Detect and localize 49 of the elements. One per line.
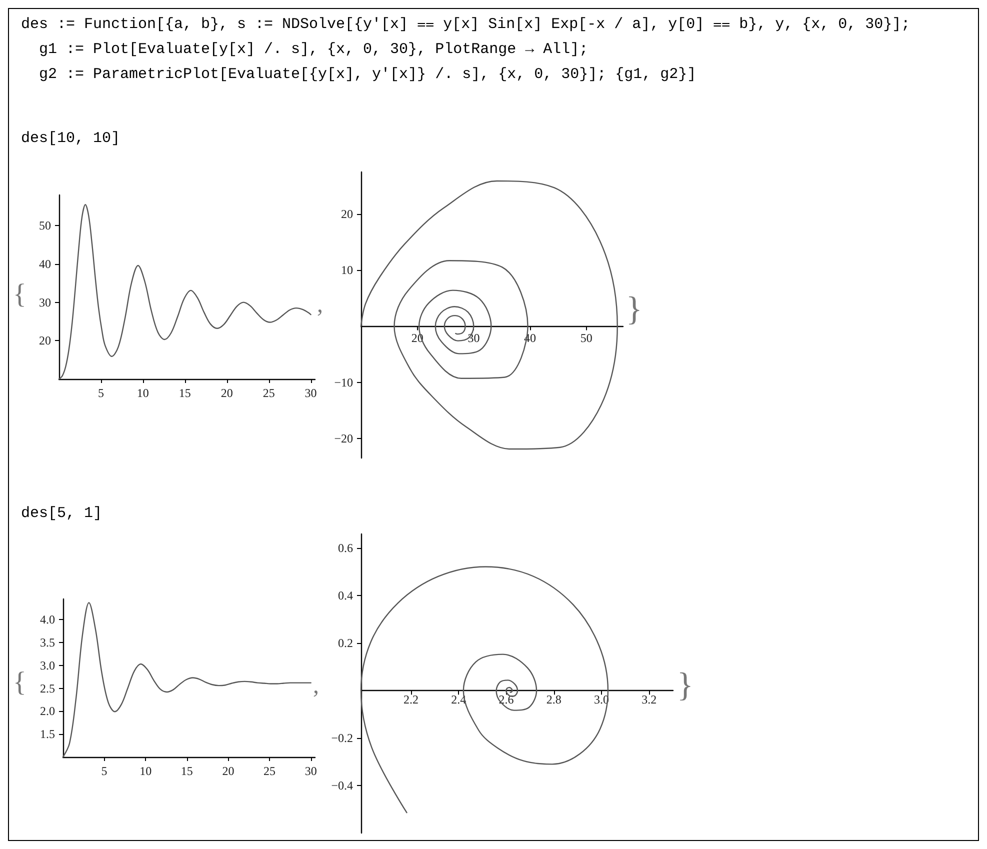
y-tick-label: 40 xyxy=(39,257,51,271)
y-tick-label: 50 xyxy=(39,218,51,233)
y-tick-label: 4.0 xyxy=(40,612,55,627)
y-tick-label: 3.0 xyxy=(40,658,55,672)
text: { xyxy=(13,667,26,698)
y-tick-label: 0.6 xyxy=(338,541,353,556)
x-tick-label: 3.2 xyxy=(642,692,657,706)
x-tick-label: 25 xyxy=(264,764,276,778)
x-tick-label: 10 xyxy=(140,764,152,778)
y-tick-label: 3.5 xyxy=(40,636,55,650)
y-tick-label: 10 xyxy=(341,263,353,278)
x-tick-label: 10 xyxy=(136,386,149,400)
y-tick-label: 1.5 xyxy=(40,727,55,742)
line-series xyxy=(58,204,312,380)
y-tick-label: −20 xyxy=(334,431,353,446)
annotation: , xyxy=(313,673,319,699)
y-tick-label: −0.2 xyxy=(331,731,353,746)
text: } xyxy=(626,291,642,328)
x-tick-label: 50 xyxy=(580,331,592,346)
y-tick-label: 2.0 xyxy=(40,704,55,718)
y-tick-label: 2.5 xyxy=(40,681,55,696)
x-tick-label: 30 xyxy=(304,386,317,400)
text: g1 := Plot[Evaluate[y[x] /. s], {x, 0, 30}, PlotRange → All]; xyxy=(39,41,588,58)
x-tick-label: 20 xyxy=(222,764,234,778)
y-tick-label: 0.2 xyxy=(338,636,353,650)
text: { xyxy=(13,279,26,310)
text: g2 := ParametricPlot[Evaluate[{y[x], y′[x]} /. s], {x, 0, 30}]; {g1, g2}] xyxy=(39,66,696,83)
x-tick-label: 30 xyxy=(304,764,317,778)
text: , xyxy=(317,292,323,318)
x-tick-label: 2.2 xyxy=(404,692,419,706)
x-tick-label: 30 xyxy=(468,331,480,346)
y-tick-label: −0.4 xyxy=(331,778,353,793)
line-series xyxy=(62,602,312,758)
y-tick-label: 30 xyxy=(39,295,51,310)
x-tick-label: 5 xyxy=(98,386,104,400)
x-tick-label: 25 xyxy=(262,386,275,400)
text: des[10, 10] xyxy=(21,130,120,147)
x-tick-label: 15 xyxy=(180,764,193,778)
line-series xyxy=(360,180,618,450)
text: des := Function[{a, b}, s := NDSolve[{y′[x] ⩵ y[x] Sin[x] Exp[-x / a], y[0] ⩵ b}, y, {x, 0, 30}]; xyxy=(21,16,910,33)
y-tick-label: 0.4 xyxy=(338,588,353,603)
x-tick-label: 15 xyxy=(178,386,191,400)
text: } xyxy=(677,667,694,704)
text: des[5, 1] xyxy=(21,505,102,522)
x-tick-label: 2.8 xyxy=(546,692,562,706)
x-tick-label: 5 xyxy=(101,764,108,778)
y-tick-label: 20 xyxy=(341,207,353,222)
y-tick-label: −10 xyxy=(334,375,353,390)
x-tick-label: 20 xyxy=(220,386,233,400)
